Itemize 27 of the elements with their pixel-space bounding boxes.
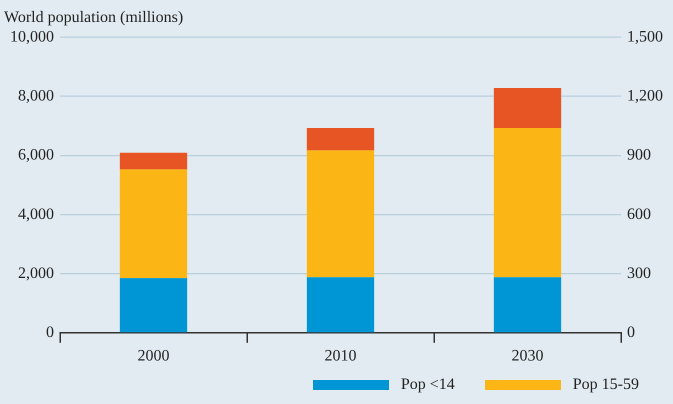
bar	[306, 128, 374, 150]
bar	[120, 152, 188, 170]
x-tick-label: 2000	[138, 348, 170, 365]
y2-tick-label: 1,500	[627, 28, 663, 46]
y2-tick-label: 1,200	[627, 88, 663, 105]
bar	[120, 169, 188, 278]
x-tick-label: 2010	[324, 348, 356, 365]
y-tick-label: 8,000	[18, 88, 54, 105]
bar	[306, 150, 374, 278]
x-tick-label: 2030	[512, 348, 544, 365]
bar	[494, 88, 562, 128]
legend-label: Pop 15-59	[572, 376, 639, 394]
y-tick-label: 10,000	[10, 28, 54, 46]
y-tick-label: 0	[46, 324, 54, 342]
bar	[494, 128, 562, 278]
y2-tick-label: 900	[627, 146, 651, 164]
y2-tick-label: 0	[627, 324, 635, 342]
y2-tick-label: 600	[627, 206, 651, 223]
y-tick-label: 2,000	[18, 264, 54, 282]
bar	[306, 277, 374, 332]
y2-tick-label: 300	[627, 264, 651, 282]
legend-label: Pop <14	[400, 376, 455, 394]
y-tick-label: 6,000	[18, 146, 54, 164]
bar	[120, 278, 188, 332]
y-tick-label: 4,000	[18, 206, 54, 223]
chart-title: World population (millions)	[4, 8, 184, 26]
bar	[494, 277, 562, 332]
